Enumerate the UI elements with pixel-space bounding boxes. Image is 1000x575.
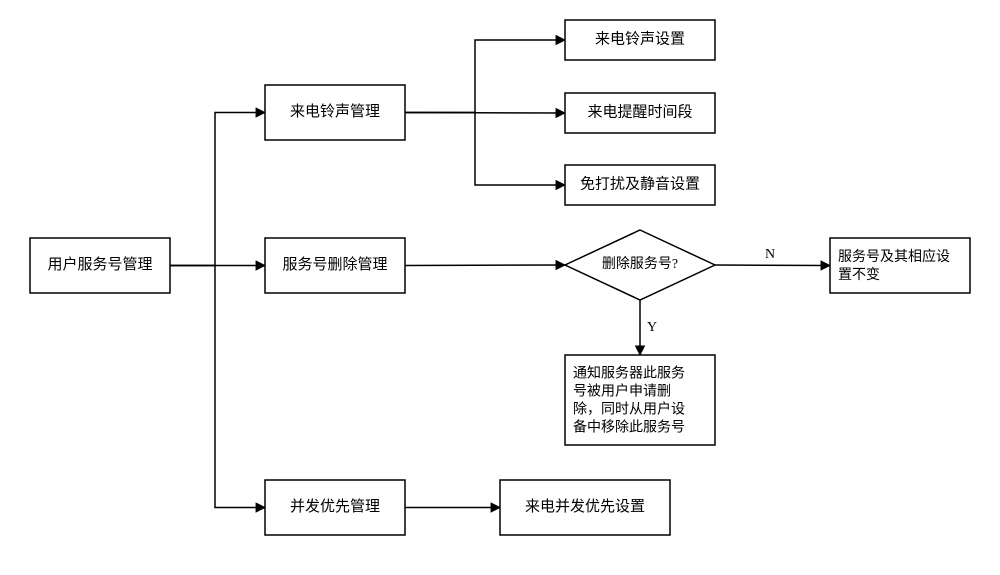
node-label-ring_time: 来电提醒时间段 — [587, 103, 692, 120]
edge-ring_mgmt-dnd — [405, 113, 565, 186]
edge-label-decision-unchanged: N — [765, 247, 775, 262]
edge-ring_mgmt-ring_set — [405, 40, 565, 113]
node-line-notify-0: 通知服务器此服务 — [573, 365, 685, 382]
node-unchanged — [830, 238, 970, 293]
edge-del_mgmt-decision — [405, 265, 565, 266]
node-line-notify-3: 备中移除此服务号 — [573, 419, 685, 436]
node-line-notify-2: 除，同时从用户设 — [573, 401, 685, 418]
node-label-decision: 删除服务号? — [602, 256, 678, 272]
node-line-unchanged-1: 置不变 — [838, 267, 880, 283]
node-label-dnd: 免打扰及静音设置 — [580, 175, 700, 192]
node-label-conc_mgmt: 并发优先管理 — [290, 498, 380, 515]
edge-decision-unchanged — [715, 265, 830, 266]
node-line-unchanged-0: 服务号及其相应设 — [838, 248, 950, 265]
node-label-root: 用户服务号管理 — [47, 256, 152, 273]
node-label-ring_set: 来电铃声设置 — [595, 29, 685, 47]
edge-root-conc_mgmt — [170, 266, 265, 508]
edge-root-ring_mgmt — [170, 113, 265, 266]
node-label-del_mgmt: 服务号删除管理 — [282, 256, 387, 273]
node-label-ring_mgmt: 来电铃声管理 — [290, 102, 380, 120]
edge-label-decision-notify: Y — [647, 320, 657, 335]
node-label-conc_set: 来电并发优先设置 — [525, 498, 645, 515]
node-line-notify-1: 号被用户申请删 — [573, 383, 671, 400]
